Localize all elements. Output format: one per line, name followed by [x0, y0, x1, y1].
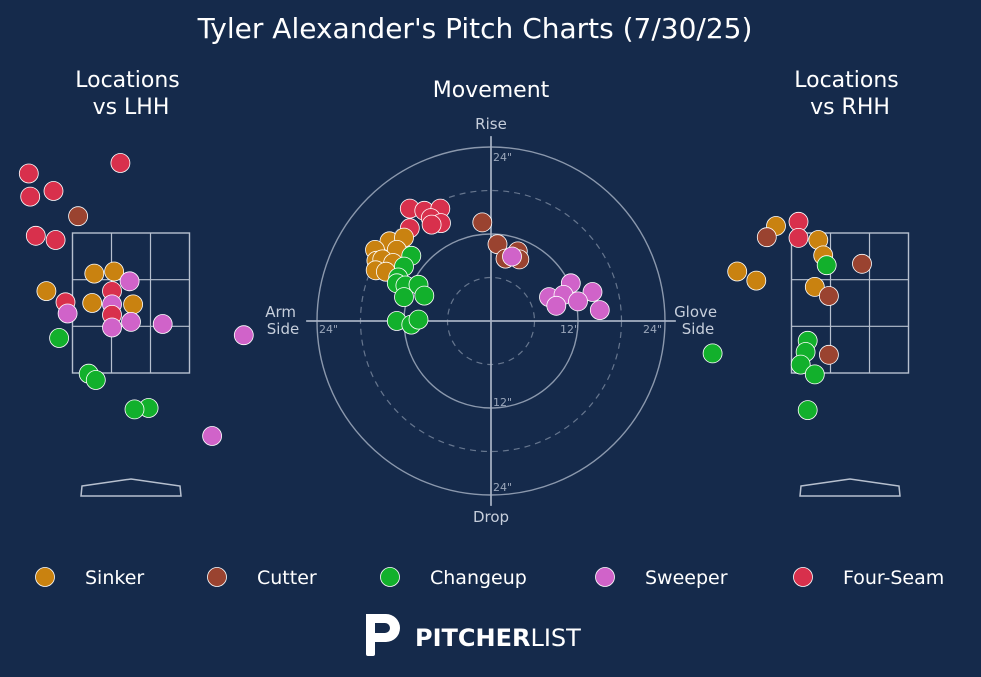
pitch-point: [502, 246, 522, 267]
pitch-point: [84, 263, 105, 284]
legend-item: Four-Seam: [793, 567, 944, 589]
pitch-point: [394, 287, 414, 308]
legend-item: Changeup: [380, 567, 527, 589]
lhh-home-plate: [80, 478, 182, 497]
pitch-point: [727, 261, 748, 282]
pitcherlist-logo-icon: [366, 614, 400, 656]
pitch-point: [852, 253, 872, 274]
brand-wordmark: PITCHERLIST: [415, 624, 581, 652]
legend-label: Sinker: [85, 567, 144, 589]
pitch-point: [45, 230, 66, 250]
pitch-point: [36, 281, 57, 302]
pitch-point: [589, 300, 610, 321]
ring-label: 24": [493, 151, 512, 164]
pitch-point: [119, 271, 140, 292]
pitch-point: [819, 286, 839, 306]
pitch-point: [421, 214, 442, 235]
ring-label: 12": [493, 396, 512, 409]
pitch-point: [152, 314, 173, 334]
pitch-point: [804, 364, 825, 385]
pitch-point: [110, 153, 131, 173]
brand-part2: LIST: [530, 624, 581, 652]
pitch-point: [819, 344, 839, 365]
pitch-point: [756, 227, 777, 248]
lhh-location-panel: Locations vs LHH: [18, 68, 254, 497]
pitch-point: [124, 399, 145, 420]
pitch-point: [85, 370, 106, 390]
pitch-point: [104, 261, 124, 282]
ring-label: 24": [643, 323, 662, 336]
brand-part1: PITCHER: [415, 624, 530, 652]
pitch-point: [790, 354, 811, 375]
movement-grid: [306, 136, 676, 506]
legend-item: Sweeper: [595, 567, 728, 589]
legend-item: Cutter: [207, 567, 317, 589]
legend-label: Four-Seam: [843, 567, 944, 589]
pitch-point: [546, 295, 567, 316]
pitch-point: [746, 270, 767, 291]
pitch-point: [233, 325, 254, 346]
pitch-point: [804, 276, 825, 297]
legend-item: Sinker: [35, 567, 144, 589]
legend-label: Cutter: [257, 567, 317, 589]
pitch-point: [121, 311, 141, 332]
rhh-home-plate: [799, 478, 901, 497]
pitch-point: [43, 181, 64, 201]
pitch-point: [57, 303, 78, 324]
figure-title: Tyler Alexander's Pitch Charts (7/30/25): [197, 12, 753, 45]
pitch-point: [25, 225, 46, 246]
pitch-point: [18, 163, 39, 184]
pitch-point: [582, 282, 603, 302]
cutter-marker-icon: [207, 567, 227, 587]
ring-label: 24": [319, 323, 338, 336]
brand: PITCHERLIST: [366, 614, 581, 656]
lhh-points: [18, 153, 254, 446]
pitch-point: [123, 294, 144, 315]
pitch-point: [102, 317, 122, 338]
sweeper-marker-icon: [595, 567, 615, 587]
movement-panel-title: Movement: [433, 78, 550, 103]
legend-label: Changeup: [430, 567, 527, 589]
pitch-point: [20, 186, 41, 207]
movement-panel: Movement Rise Drop Arm Side Glove Side 2…: [265, 78, 722, 526]
pitch-point: [414, 285, 435, 306]
movement-points: [365, 198, 610, 335]
rhh-location-panel: Locations vs RHH: [702, 68, 910, 497]
pitch-point: [788, 227, 809, 248]
pitch-point: [408, 309, 429, 330]
movement-ring-labels: 24" 12" 24" 12" 24" 24": [319, 151, 662, 494]
rise-label: Rise: [475, 115, 507, 133]
ring-label: 12": [560, 323, 579, 336]
pitch-point: [797, 400, 818, 421]
pitch-point: [816, 255, 837, 276]
rhh-panel-title: Locations vs RHH: [794, 68, 906, 120]
glove-side-label: Glove Side: [674, 303, 722, 338]
pitch-point: [49, 328, 69, 348]
pitch-point: [472, 212, 493, 233]
rhh-points: [702, 211, 872, 421]
pitch-point: [82, 293, 103, 313]
four-seam-marker-icon: [793, 567, 813, 587]
pitch-point: [568, 291, 588, 312]
legend: Sinker Cutter Changeup Sweeper Four-Seam: [35, 567, 944, 589]
changeup-marker-icon: [380, 567, 400, 587]
pitch-point: [68, 206, 88, 227]
pitch-point: [202, 426, 223, 446]
arm-side-label: Arm Side: [265, 303, 301, 338]
legend-label: Sweeper: [645, 567, 728, 589]
lhh-panel-title: Locations vs LHH: [75, 68, 187, 120]
drop-label: Drop: [473, 508, 509, 526]
sinker-marker-icon: [35, 567, 55, 587]
pitch-point: [702, 343, 723, 364]
rhh-zone-border: [790, 232, 910, 374]
ring-label: 24": [493, 481, 512, 494]
